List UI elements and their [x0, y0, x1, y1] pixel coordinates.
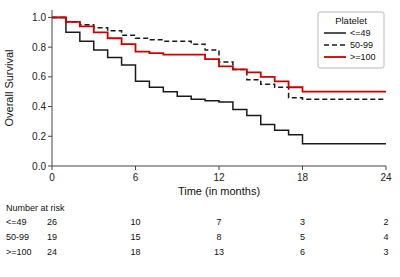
risk-count: 19 — [47, 232, 57, 242]
y-tick-label: 0.6 — [32, 71, 46, 82]
y-tick-label: 1.0 — [32, 12, 46, 23]
risk-group-label: <=49 — [6, 217, 27, 227]
risk-count: 4 — [383, 232, 388, 242]
x-tick-label: 24 — [380, 172, 392, 183]
chart: 0.00.20.40.60.81.006121824Time (in month… — [0, 0, 400, 277]
risk-count: 2 — [383, 217, 388, 227]
y-tick — [48, 47, 52, 48]
y-tick-label: 0.0 — [32, 161, 46, 172]
x-tick — [386, 166, 387, 170]
risk-table-label: Number at risk — [6, 203, 65, 213]
risk-count: 13 — [214, 247, 224, 257]
legend-box — [318, 12, 384, 68]
x-tick — [302, 166, 303, 170]
legend: Platelet <=49 50-99 >=100 — [318, 12, 384, 68]
y-axis-label: Overall Survival — [3, 49, 15, 126]
risk-group-label: 50-99 — [6, 232, 29, 242]
legend-swatch — [324, 56, 346, 58]
risk-count: 6 — [300, 247, 305, 257]
risk-count: 10 — [130, 217, 140, 227]
risk-count: 5 — [300, 232, 305, 242]
risk-group-label: >=100 — [6, 247, 32, 257]
x-tick-label: 12 — [213, 172, 225, 183]
legend-label: >=100 — [350, 52, 376, 62]
y-tick-label: 0.2 — [32, 131, 46, 142]
x-tick — [135, 166, 136, 170]
risk-count: 8 — [216, 232, 221, 242]
risk-count: 7 — [216, 217, 221, 227]
risk-count: 3 — [383, 247, 388, 257]
legend-swatch — [324, 32, 346, 34]
x-tick — [219, 166, 220, 170]
legend-label: 50-99 — [350, 40, 373, 50]
risk-count: 26 — [47, 217, 57, 227]
x-axis-label: Time (in months) — [178, 185, 260, 197]
risk-count: 24 — [47, 247, 57, 257]
legend-title: Platelet — [335, 15, 367, 26]
x-tick — [52, 166, 53, 170]
x-tick-label: 0 — [49, 172, 55, 183]
risk-count: 15 — [130, 232, 140, 242]
y-tick-label: 0.8 — [32, 42, 46, 53]
y-tick — [48, 106, 52, 107]
risk-count: 3 — [300, 217, 305, 227]
legend-label: <=49 — [350, 28, 371, 38]
x-tick-label: 18 — [297, 172, 309, 183]
y-tick — [48, 166, 52, 167]
y-tick — [48, 17, 52, 18]
y-tick — [48, 76, 52, 77]
y-axis-line — [52, 10, 53, 166]
legend-swatch — [324, 44, 346, 46]
risk-count: 18 — [130, 247, 140, 257]
y-tick-label: 0.4 — [32, 101, 46, 112]
x-tick-label: 6 — [133, 172, 139, 183]
y-tick — [48, 136, 52, 137]
